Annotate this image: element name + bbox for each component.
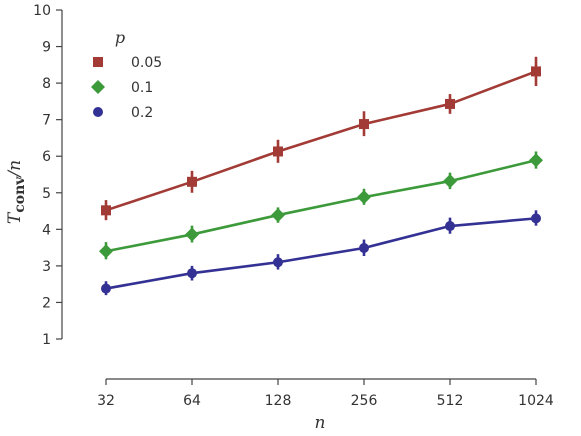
x-tick-label: 128 bbox=[265, 393, 292, 409]
y-tick-label: 10 bbox=[33, 3, 51, 19]
data-point bbox=[101, 205, 111, 216]
series-0-05 bbox=[101, 56, 541, 221]
data-point bbox=[529, 153, 543, 168]
data-point bbox=[101, 283, 111, 294]
data-point bbox=[443, 174, 457, 189]
data-point bbox=[187, 268, 197, 279]
y-tick-label: 5 bbox=[42, 186, 51, 202]
data-point bbox=[531, 66, 541, 77]
data-point bbox=[359, 119, 369, 130]
x-tick-label: 1024 bbox=[518, 393, 554, 409]
data-point bbox=[273, 257, 283, 268]
legend-label: 0.1 bbox=[131, 80, 153, 96]
y-axis-title-sub: conv bbox=[12, 176, 28, 213]
x-axis-title: n bbox=[315, 413, 326, 433]
data-point bbox=[531, 213, 541, 224]
legend-title: p bbox=[115, 28, 125, 47]
legend-marker bbox=[91, 80, 105, 94]
series-0-2 bbox=[101, 210, 541, 296]
legend-marker bbox=[93, 57, 103, 67]
series-line bbox=[105, 70, 537, 212]
data-point bbox=[99, 244, 113, 259]
y-tick-label: 4 bbox=[42, 222, 51, 238]
y-tick-label: 2 bbox=[42, 295, 51, 311]
y-axis-title-t: T bbox=[5, 211, 25, 224]
data-point bbox=[271, 208, 285, 223]
data-point bbox=[445, 98, 455, 109]
series-line bbox=[105, 217, 537, 290]
data-point bbox=[359, 242, 369, 253]
data-point bbox=[187, 176, 197, 187]
y-tick-label: 6 bbox=[42, 149, 51, 165]
y-tick-label: 7 bbox=[42, 113, 51, 129]
legend: p 0.05 0.1 0.2 bbox=[91, 28, 162, 121]
y-tick-label: 9 bbox=[42, 40, 51, 56]
x-tick-label: 512 bbox=[437, 393, 464, 409]
x-tick-label: 256 bbox=[351, 393, 378, 409]
axes: 1 2 3 4 5 6 7 8 9 10 32 64 128 256 512 1024 bbox=[33, 3, 554, 409]
legend-label: 0.05 bbox=[131, 55, 162, 71]
series-line bbox=[105, 158, 537, 253]
data-point bbox=[185, 227, 199, 242]
data-point bbox=[357, 190, 371, 205]
y-tick-label: 1 bbox=[42, 332, 51, 348]
y-axis-title-rest: /n bbox=[5, 160, 25, 179]
series-layer bbox=[99, 56, 543, 296]
y-axis-title: Tconv/n bbox=[5, 160, 28, 224]
data-point bbox=[445, 221, 455, 232]
legend-label: 0.2 bbox=[131, 105, 153, 121]
x-tick-label: 64 bbox=[183, 393, 201, 409]
x-tick-label: 32 bbox=[97, 393, 115, 409]
y-tick-label: 8 bbox=[42, 76, 51, 92]
data-point bbox=[273, 146, 283, 157]
legend-marker bbox=[93, 107, 103, 117]
series-0-1 bbox=[99, 151, 543, 260]
y-tick-label: 3 bbox=[42, 259, 51, 275]
